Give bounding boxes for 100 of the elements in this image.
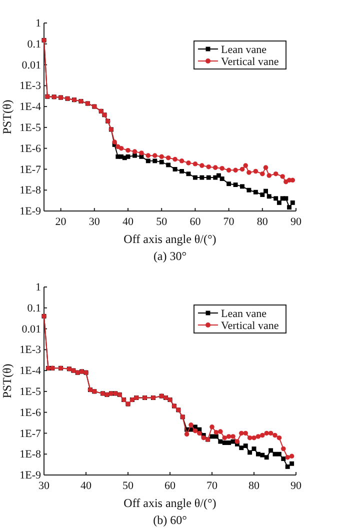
point [172,156,178,162]
point [118,146,124,151]
point [284,196,288,201]
legend-label: Lean vane [221,308,267,320]
point [146,153,151,158]
point [214,430,219,435]
point [289,454,294,459]
point [253,168,258,174]
point [285,464,290,469]
point [210,434,214,439]
point [188,422,194,428]
point [239,446,244,450]
x-tick-label: 30 [88,216,100,228]
point [264,430,269,436]
point [126,148,130,153]
point [248,450,252,455]
point [253,190,258,194]
point [166,155,171,160]
point [132,149,138,154]
point [214,434,218,439]
x-tick-label: 80 [248,480,260,492]
point [226,434,232,439]
y-axis-title: PST(θ) [0,364,14,398]
point [172,166,178,172]
point [266,194,272,199]
point [146,158,150,164]
point [260,192,265,197]
point [260,171,265,176]
y-tick-label: 1 [36,18,41,30]
text: (a) 30° [153,249,187,263]
point [132,153,137,158]
point [287,205,292,210]
point [206,175,211,180]
text: (b) 60° [153,513,188,527]
point [246,188,252,192]
point [166,162,171,168]
point [256,434,261,439]
point [243,430,248,436]
point [260,432,265,438]
y-tick-label: 1E-4 [20,101,42,114]
point [200,175,204,180]
point [290,200,295,205]
point [159,154,164,160]
x-tick-label: 30 [38,480,50,492]
point [276,200,282,205]
point [247,435,252,440]
x-tick-label: 60 [164,480,176,492]
point [266,173,272,178]
point [256,452,260,456]
point [210,424,214,430]
legend-label: Lean vane [221,44,267,56]
point [206,164,212,170]
point [200,163,204,168]
point [220,176,224,181]
x-tick-label: 70 [206,480,218,492]
point [192,175,198,180]
point [192,162,198,166]
point [243,444,248,448]
point [220,166,224,171]
point [212,165,218,170]
point [276,452,282,456]
y-tick-label: 1E-4 [20,365,42,378]
legend-label: Vertical vane [221,56,279,68]
x-tick-label: 80 [256,216,268,228]
point [139,150,144,156]
x-tick-label: 90 [290,480,302,492]
y-tick-label: 1E-6 [20,406,42,419]
point [240,166,245,172]
point [260,452,265,458]
point [184,432,190,437]
point [197,430,202,436]
legend-label: Vertical vane [221,320,279,332]
point [186,160,191,166]
point [268,448,274,453]
y-tick-label: 1E-7 [20,428,42,440]
point [272,432,278,438]
y-tick-label: 1E-8 [20,184,42,197]
y-tick-label: 0.01 [22,59,41,72]
point [213,175,218,180]
point [112,140,117,144]
x-axis-title: Off axis angle θ/(°) [124,496,216,510]
point [226,168,232,173]
point [246,170,252,175]
y-tick-label: 1E-6 [20,142,42,155]
x-tick-label: 20 [55,216,67,228]
point [272,452,278,456]
point [179,158,184,164]
y-axis-title: PST(θ) [0,100,14,134]
x-tick-label: 70 [223,216,235,228]
x-tick-label: 50 [122,480,134,492]
point [126,154,130,159]
point [180,169,184,174]
point [230,434,236,439]
point [268,430,274,436]
y-tick-label: 1E-3 [20,344,42,356]
point [240,184,244,189]
point [233,168,238,173]
y-tick-label: 0.01 [22,323,41,336]
y-tick-label: 1E-8 [20,448,42,461]
point [234,439,240,444]
